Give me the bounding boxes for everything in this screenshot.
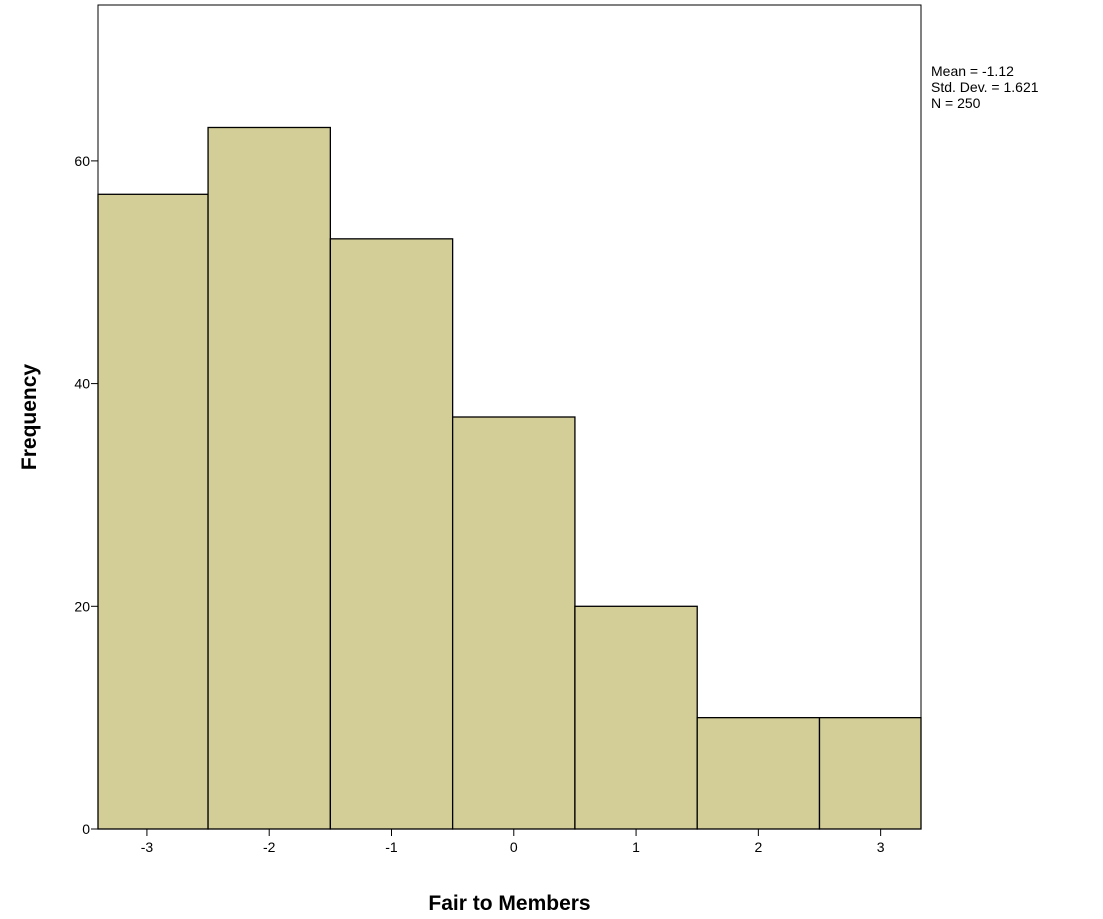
stats-mean: Mean = -1.12: [931, 63, 1014, 79]
x-tick-label: 0: [510, 839, 518, 855]
y-tick-label: 0: [82, 821, 90, 837]
x-tick-label: -2: [263, 839, 276, 855]
bars-layer: [97, 126, 922, 830]
histogram-bar--3: [97, 193, 209, 830]
histogram-bar--2: [207, 126, 331, 830]
x-tick-label: -1: [385, 839, 398, 855]
histogram-bar-0: [451, 416, 576, 830]
stats-box: Mean = -1.12 Std. Dev. = 1.621 N = 250: [931, 63, 1039, 111]
y-axis-title: Frequency: [18, 364, 41, 471]
x-tick-label: 2: [754, 839, 762, 855]
histogram-bar-2: [696, 716, 821, 830]
x-tick-label: -3: [141, 839, 154, 855]
x-axis: -3 -2 -1 0 1 2 3: [141, 829, 885, 855]
x-axis-title: Fair to Members: [428, 892, 590, 915]
y-axis: 0 20 40 60: [74, 153, 98, 837]
y-tick-label: 60: [74, 153, 90, 169]
y-tick-label: 40: [74, 376, 90, 392]
histogram-bar--1: [329, 238, 454, 830]
plot-frame: [97, 4, 922, 830]
histogram-bar-3: [818, 716, 922, 830]
stats-std-dev: Std. Dev. = 1.621: [931, 79, 1039, 95]
histogram-bar-1: [574, 605, 698, 830]
x-tick-label: 3: [877, 839, 885, 855]
stats-n: N = 250: [931, 95, 981, 111]
y-tick-label: 20: [74, 598, 90, 614]
x-tick-label: 1: [632, 839, 640, 855]
